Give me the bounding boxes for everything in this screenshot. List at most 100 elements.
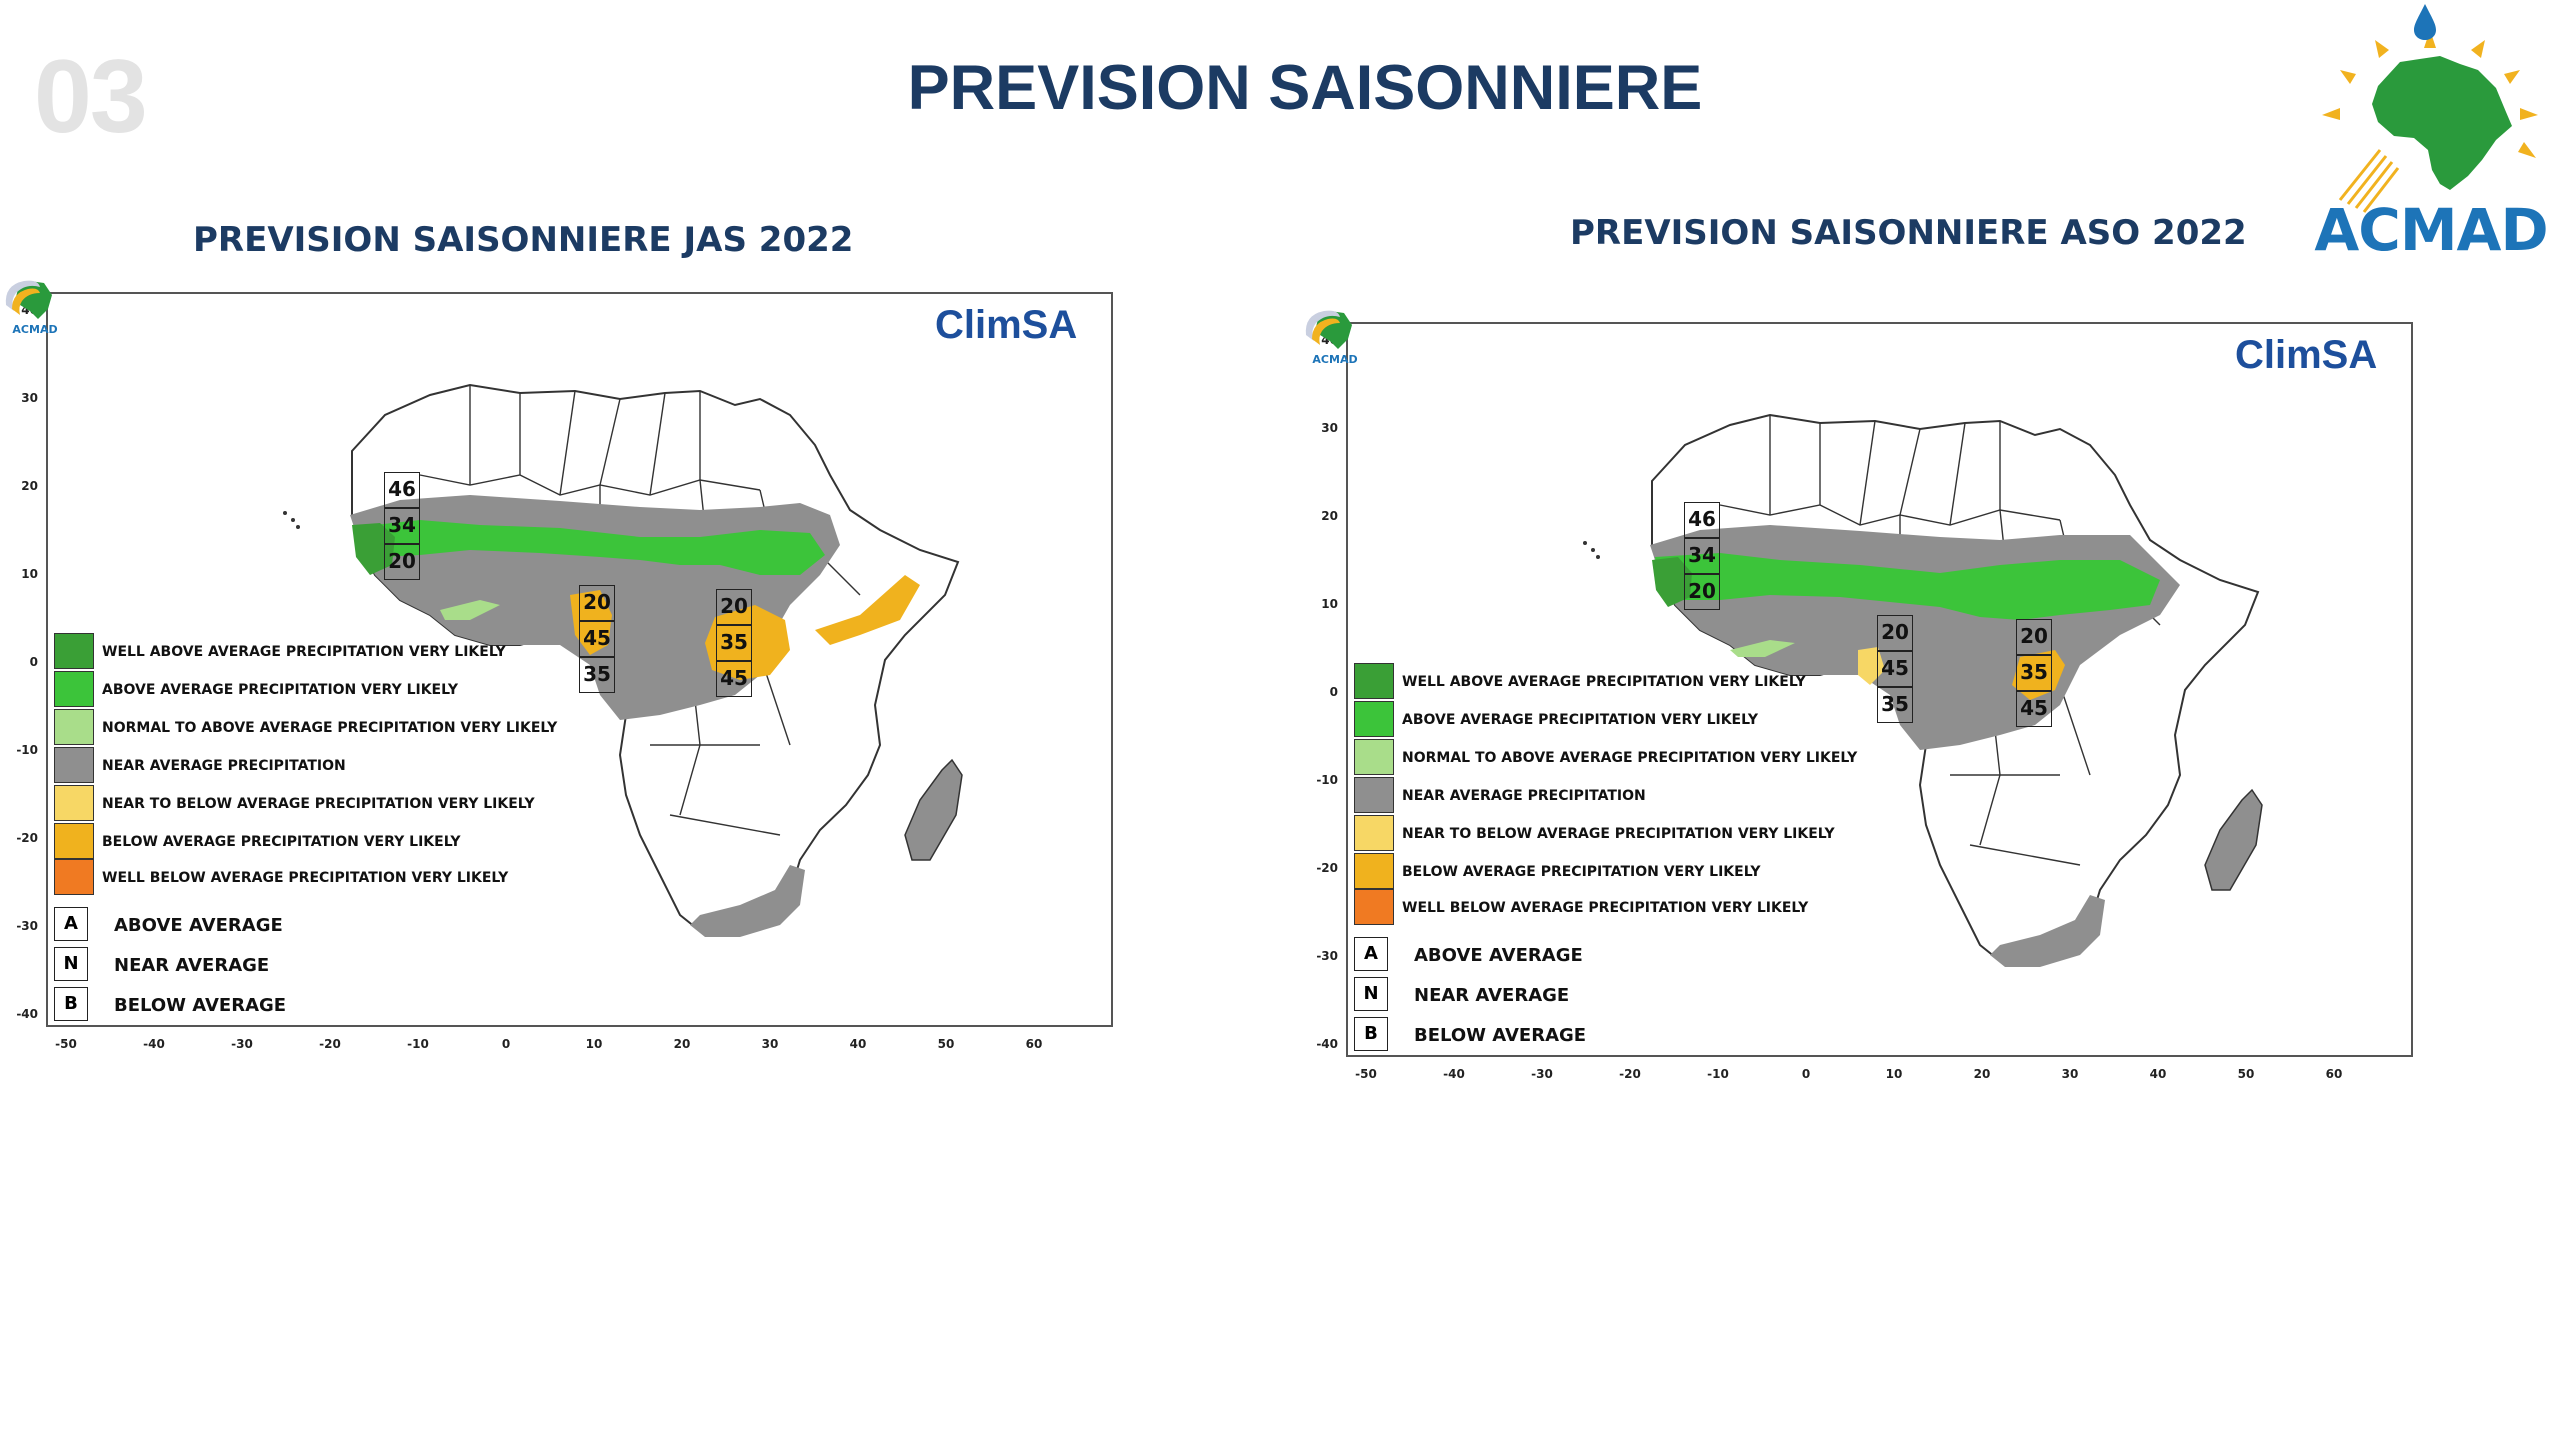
lat-tick: -10 (16, 743, 38, 757)
acmad-logo-text: ACMAD (2314, 196, 2548, 264)
legend-swatch (1354, 777, 1394, 813)
page-title: PREVISION SAISONNIERE (907, 53, 1703, 123)
key-letter: N (1354, 977, 1388, 1011)
mini-logo-text: ACMAD (12, 323, 57, 336)
lat-tick: 30 (21, 391, 38, 405)
probability-below: 20 (384, 544, 420, 580)
lon-tick: 60 (1025, 1037, 1043, 1051)
legend-swatch (54, 671, 94, 707)
climsa-swirl-icon (5, 280, 40, 315)
map-title-aso: PREVISION SAISONNIERE ASO 2022 (1570, 213, 2247, 253)
probability-below: 45 (2016, 691, 2052, 727)
climsa-brand: ClimSA (935, 303, 1078, 347)
key-letter: N (54, 947, 88, 981)
probability-below: 20 (1684, 574, 1720, 610)
below-average-region (570, 590, 612, 655)
lon-tick: -50 (55, 1037, 77, 1051)
well-above-region (1652, 557, 1692, 607)
climsa-swirl-icon (1305, 310, 1340, 345)
probability-above: 20 (2016, 619, 2052, 655)
map-drawing (283, 383, 963, 937)
normal-to-above-region (440, 600, 500, 620)
legend-label: BELOW AVERAGE PRECIPITATION VERY LIKELY (102, 834, 461, 850)
legend-swatch (1354, 815, 1394, 851)
probability-below: 35 (579, 657, 615, 693)
key-letter: A (1354, 937, 1388, 971)
legend-label: ABOVE AVERAGE PRECIPITATION VERY LIKELY (1402, 712, 1758, 728)
legend-swatch (54, 859, 94, 895)
lat-tick: 20 (21, 479, 38, 493)
near-average-region (1990, 895, 2105, 967)
probability-below: 35 (1877, 687, 1913, 723)
near-to-below-region (1858, 647, 1885, 685)
key-label: BELOW AVERAGE (114, 995, 287, 1016)
lon-tick: -20 (319, 1037, 341, 1051)
probability-above: 20 (1877, 615, 1913, 651)
probability-near: 35 (716, 625, 752, 661)
above-average-region (355, 520, 825, 575)
madagascar (2204, 788, 2263, 891)
lon-tick: -10 (1707, 1067, 1729, 1081)
key-label: ABOVE AVERAGE (114, 915, 283, 936)
probability-above: 46 (1684, 502, 1720, 538)
climsa-brand: ClimSA (2235, 333, 2378, 377)
acmad-logo (2322, 4, 2538, 213)
lon-tick: 60 (2325, 1067, 2343, 1081)
legend-label: WELL BELOW AVERAGE PRECIPITATION VERY LI… (102, 870, 509, 886)
lat-tick: 10 (21, 567, 38, 581)
lat-tick: -10 (1316, 773, 1338, 787)
legend-swatch (54, 785, 94, 821)
forecast-map-aso: 40 30 20 10 0 -10 -20 -30 -40 -50 -40 -3… (1300, 305, 2430, 1085)
legend-swatch (1354, 663, 1394, 699)
legend-label: NORMAL TO ABOVE AVERAGE PRECIPITATION VE… (102, 720, 558, 736)
legend-swatch (1354, 853, 1394, 889)
legend-swatch (54, 823, 94, 859)
key-letter: B (1354, 1017, 1388, 1051)
slide-number: 03 (34, 39, 148, 155)
lon-tick: 10 (1885, 1067, 1903, 1081)
key-label: ABOVE AVERAGE (1414, 945, 1583, 966)
lon-tick: 20 (673, 1037, 691, 1051)
probability-above: 20 (716, 589, 752, 625)
lon-tick: 10 (585, 1037, 603, 1051)
lon-tick: -10 (407, 1037, 429, 1051)
lat-tick: 0 (29, 655, 38, 669)
lon-tick: 30 (761, 1037, 779, 1051)
legend-label: ABOVE AVERAGE PRECIPITATION VERY LIKELY (102, 682, 458, 698)
probability-above: 20 (579, 585, 615, 621)
probability-near: 45 (1877, 651, 1913, 687)
lat-tick: -20 (16, 831, 38, 845)
map-title-jas: PREVISION SAISONNIERE JAS 2022 (193, 220, 854, 260)
probability-near: 34 (384, 508, 420, 544)
legend-swatch (1354, 739, 1394, 775)
legend-label: NEAR AVERAGE PRECIPITATION (102, 758, 346, 774)
legend-label: WELL BELOW AVERAGE PRECIPITATION VERY LI… (1402, 900, 1809, 916)
lat-tick: -40 (1316, 1037, 1338, 1051)
key-letter: A (54, 907, 88, 941)
lat-tick: 10 (1321, 597, 1338, 611)
lon-tick: 30 (2061, 1067, 2079, 1081)
lon-tick: 0 (501, 1037, 511, 1051)
legend-swatch (54, 747, 94, 783)
lat-tick: -40 (16, 1007, 38, 1021)
near-average-region (690, 865, 805, 937)
above-average-region (1655, 553, 2160, 620)
lon-tick: -20 (1619, 1067, 1641, 1081)
lon-tick: -40 (143, 1037, 165, 1051)
legend-label: NORMAL TO ABOVE AVERAGE PRECIPITATION VE… (1402, 750, 1858, 766)
lon-tick: 20 (1973, 1067, 1991, 1081)
legend-label: WELL ABOVE AVERAGE PRECIPITATION VERY LI… (1402, 674, 1806, 690)
lon-tick: -50 (1355, 1067, 1377, 1081)
madagascar (904, 758, 963, 861)
key-label: BELOW AVERAGE (1414, 1025, 1587, 1046)
forecast-map-jas: 40 30 20 10 0 -10 -20 -30 -40 -50 -40 -3… (0, 275, 1130, 1055)
lon-tick: 40 (2149, 1067, 2167, 1081)
key-label: NEAR AVERAGE (114, 955, 270, 976)
lat-tick: -30 (16, 919, 38, 933)
lon-tick: 50 (937, 1037, 955, 1051)
legend-label: BELOW AVERAGE PRECIPITATION VERY LIKELY (1402, 864, 1761, 880)
lat-tick: -20 (1316, 861, 1338, 875)
lat-tick: -30 (1316, 949, 1338, 963)
probability-below: 45 (716, 661, 752, 697)
normal-to-above-region (1730, 640, 1795, 657)
